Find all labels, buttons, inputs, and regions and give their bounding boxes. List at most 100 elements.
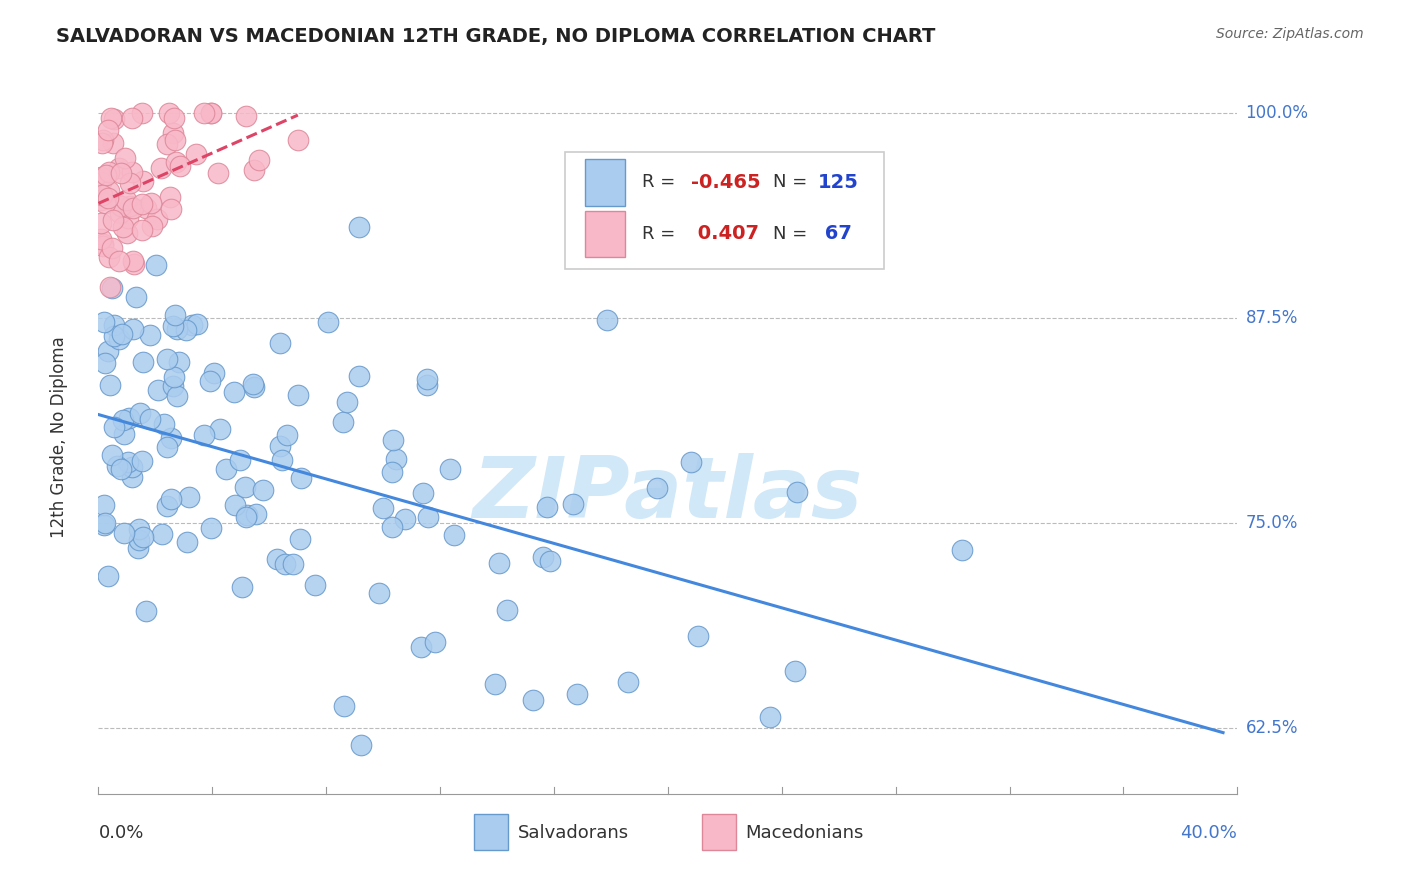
Point [111,219,134,234]
Point [122,254,145,268]
Text: 0.0%: 0.0% [98,824,143,842]
Point [416,372,439,386]
Point [304,577,326,591]
Point [121,470,143,484]
Point [139,196,162,211]
Point [93,498,115,512]
Text: R =: R = [641,225,681,243]
Point [97,123,120,137]
Point [122,322,145,336]
Text: Source: ZipAtlas.com: Source: ZipAtlas.com [1216,27,1364,41]
Point [347,219,370,234]
Point [131,197,153,211]
Point [439,462,461,476]
Point [97,184,120,198]
Point [269,335,291,350]
Point [112,426,135,441]
Point [94,196,117,211]
Point [162,126,184,140]
Point [167,354,190,368]
Bar [585,211,624,257]
Point [274,557,297,571]
Text: 40.0%: 40.0% [1181,824,1237,842]
Point [162,319,184,334]
Point [155,351,177,366]
Point [786,485,808,500]
Point [90,216,112,230]
Point [165,133,187,147]
Point [127,541,149,555]
Point [117,455,139,469]
Point [105,458,128,473]
Point [131,223,153,237]
Point [100,448,122,462]
Point [108,332,131,346]
Point [115,226,138,240]
Point [101,281,124,295]
Point [162,370,184,384]
Point [242,377,264,392]
Text: 12th Grade, No Diploma: 12th Grade, No Diploma [49,336,67,538]
Point [125,291,148,305]
Point [202,366,225,380]
Point [488,557,510,571]
Point [117,211,139,225]
Point [266,552,288,566]
Point [139,412,162,426]
Point [215,461,238,475]
Point [118,411,141,425]
Point [146,384,169,398]
Point [229,453,252,467]
Point [224,385,246,400]
Point [103,318,125,332]
Point [179,490,201,504]
Point [159,190,181,204]
Point [681,455,703,469]
Point [198,374,221,388]
Point [131,454,153,468]
Point [536,500,558,515]
Point [186,146,208,161]
Point [115,193,138,207]
Point [235,508,257,523]
Point [128,522,150,536]
Point [159,202,181,216]
Text: N =: N = [773,225,813,243]
Point [90,169,112,184]
Point [111,326,134,341]
Point [270,452,292,467]
Point [98,165,121,179]
Point [269,439,291,453]
Text: -0.465: -0.465 [690,173,761,192]
Text: 87.5%: 87.5% [1246,310,1298,327]
Point [131,174,153,188]
Point [200,521,222,535]
Text: 0.407: 0.407 [690,224,759,244]
Point [565,687,588,701]
Point [186,317,208,331]
Bar [585,159,624,205]
Point [135,604,157,618]
Point [162,379,184,393]
Text: Macedonians: Macedonians [745,824,863,842]
Point [98,279,121,293]
Point [141,219,163,234]
Text: 100.0%: 100.0% [1246,104,1309,122]
Point [235,510,257,524]
Point [166,389,188,403]
Point [247,153,270,167]
Point [91,239,114,253]
Point [90,232,112,246]
Point [100,112,122,126]
Point [120,198,142,212]
Point [207,166,229,180]
Point [347,368,370,383]
Point [120,176,142,190]
Point [381,465,404,479]
Point [103,419,125,434]
Point [94,356,117,370]
Point [98,377,121,392]
Point [562,498,585,512]
Point [90,175,112,189]
Bar [702,814,737,849]
